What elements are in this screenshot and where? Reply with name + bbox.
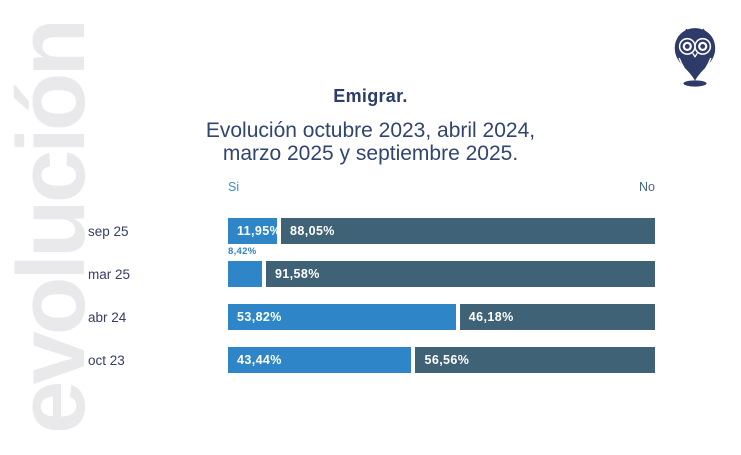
bar-value-no: 46,18% [468,310,514,324]
bar-row: mar 25 8,42% 91,58% [88,246,655,287]
bar-segment-si: 43,44% [228,347,412,373]
bar-value-no: 91,58% [274,267,320,281]
bar-row: abr 24 53,82% 46,18% [88,304,655,330]
bar-chart: sep 25 11,95% 88,05% mar 25 8,42% 91,58% abr 2… [88,218,655,390]
bar-value-si: 43,44% [237,353,282,367]
category-label: mar 25 [88,266,131,282]
category-label: abr 24 [88,309,127,325]
bar-segment-no: 91,58% [265,261,655,287]
bar-value-no: 56,56% [424,353,470,367]
bar-segment-si: 53,82% [228,304,456,330]
bar-segment-no: 56,56% [415,347,655,373]
legend-no-label: No [639,180,655,194]
category-label: sep 25 [88,223,129,239]
bar-segment-si [228,261,262,287]
bar-row: sep 25 11,95% 88,05% [88,218,655,244]
chart-subtitle-line1: Evolución octubre 2023, abril 2024, [205,119,536,142]
chart-subtitle: Evolución octubre 2023, abril 2024, marz… [0,119,741,165]
chart-title: Emigrar. [333,86,408,106]
bar-segment-no: 88,05% [281,218,655,244]
category-label: oct 23 [88,352,125,368]
bar-value-si-outside: 8,42% [228,246,257,257]
bar-row: oct 23 43,44% 56,56% [88,347,655,373]
bar-track: 43,44% 56,56% [228,347,655,373]
bar-track: 11,95% 88,05% [228,218,655,244]
owl-logo-icon [669,26,721,88]
bar-track: 8,42% 91,58% [228,246,655,287]
legend-si-label: Si [228,180,240,194]
bar-value-si: 53,82% [237,310,282,324]
chart-axis-headers: Si No [228,180,655,194]
bar-value-no: 88,05% [290,224,335,238]
bar-track: 53,82% 46,18% [228,304,655,330]
bar-value-si: 11,95% [237,224,282,238]
bar-segment-si: 11,95% [228,218,281,244]
chart-subtitle-line2: marzo 2025 y septiembre 2025. [222,141,519,165]
bar-segment-no: 46,18% [459,304,655,330]
